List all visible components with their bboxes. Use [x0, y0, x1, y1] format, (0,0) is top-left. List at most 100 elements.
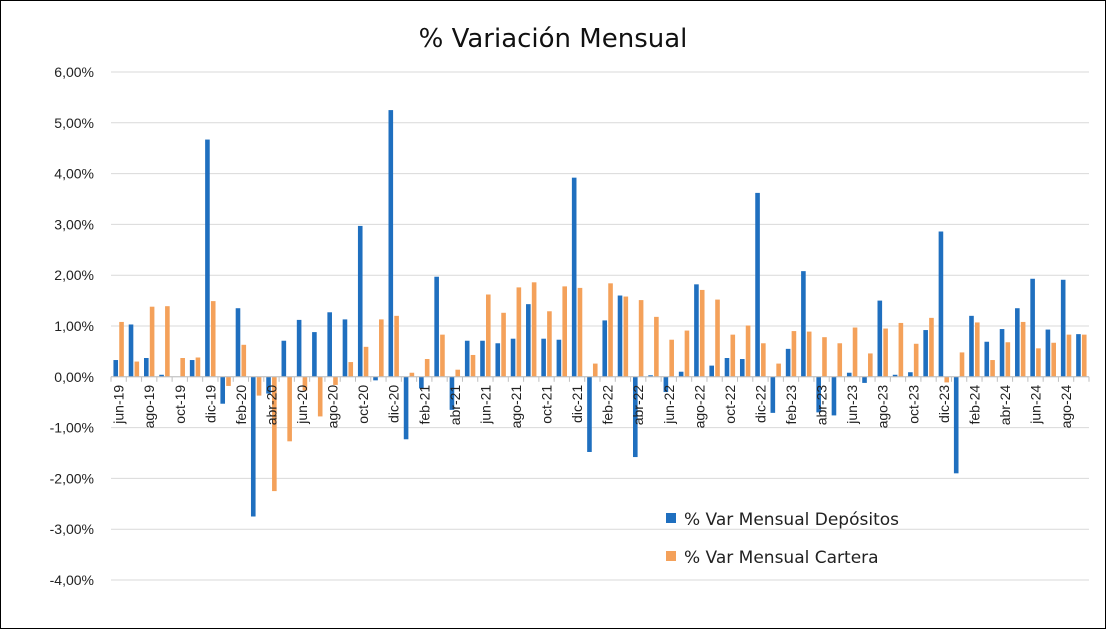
bar-depositos	[526, 304, 531, 377]
bar-depositos	[739, 359, 745, 377]
bar-cartera	[852, 327, 858, 377]
bar-cartera	[379, 319, 384, 377]
bar-depositos	[464, 340, 470, 377]
bar-cartera	[333, 376, 338, 385]
bar-cartera	[562, 286, 567, 377]
legend-label-depositos: % Var Mensual Depósitos	[684, 510, 899, 530]
y-tick-label: -4,00%	[50, 572, 94, 588]
x-tick-label: oct-22	[722, 385, 738, 424]
bar-cartera	[990, 360, 995, 377]
bar-depositos	[801, 271, 806, 377]
bar-depositos	[816, 376, 821, 413]
bar-depositos	[541, 338, 546, 377]
bar-depositos	[908, 372, 913, 377]
bar-cartera	[791, 331, 797, 377]
bar-depositos	[892, 374, 898, 377]
y-tick-label: -3,00%	[50, 521, 94, 537]
bar-depositos	[434, 276, 439, 377]
bar-depositos	[189, 360, 195, 377]
bar-depositos	[617, 295, 623, 377]
legend-swatch-depositos	[666, 513, 676, 523]
bar-cartera	[898, 322, 904, 377]
bar-depositos	[862, 376, 867, 383]
y-tick-label: 6,00%	[54, 64, 94, 80]
bar-cartera	[776, 363, 781, 377]
bar-cartera	[317, 376, 323, 417]
bar-depositos	[159, 374, 164, 377]
bar-cartera	[913, 343, 919, 377]
bar-depositos	[388, 110, 394, 377]
x-tick-label: feb-20	[233, 385, 249, 425]
bar-depositos	[969, 315, 974, 377]
y-tick-label: -2,00%	[50, 470, 94, 486]
bar-depositos	[785, 348, 791, 377]
bar-cartera	[837, 343, 843, 377]
bar-cartera	[455, 369, 461, 377]
bar-cartera	[577, 287, 583, 377]
x-tick-label: abr-24	[997, 385, 1013, 426]
bar-depositos	[633, 376, 638, 458]
x-tick-label: dic-20	[386, 385, 402, 423]
x-tick-label: jun-21	[477, 385, 493, 425]
bar-depositos	[250, 376, 256, 517]
bar-cartera	[883, 328, 888, 377]
bar-cartera	[669, 339, 674, 377]
bar-cartera	[959, 352, 965, 377]
bar-depositos	[480, 340, 485, 377]
x-tick-label: oct-19	[172, 385, 188, 424]
bars	[113, 110, 1087, 517]
bar-depositos	[938, 231, 944, 377]
bar-cartera	[868, 353, 873, 377]
bar-cartera	[134, 361, 140, 377]
bar-cartera	[547, 311, 552, 377]
legend: % Var Mensual Depósitos % Var Mensual Ca…	[666, 510, 899, 568]
bar-cartera	[654, 316, 659, 377]
bar-cartera	[608, 283, 613, 377]
bar-cartera	[1020, 321, 1026, 377]
y-tick-label: -1,00%	[50, 420, 94, 436]
bar-depositos	[755, 192, 760, 377]
bar-cartera	[272, 376, 277, 492]
bar-depositos	[724, 358, 730, 377]
bar-cartera	[638, 300, 644, 377]
bar-cartera	[761, 343, 766, 377]
bar-cartera	[256, 376, 262, 396]
bar-cartera	[195, 357, 201, 377]
bar-cartera	[974, 322, 980, 377]
bar-cartera	[1081, 334, 1087, 377]
bar-cartera	[745, 325, 751, 377]
x-tick-label: oct-20	[355, 385, 371, 424]
bar-depositos	[296, 319, 302, 377]
x-tick-label: ago-20	[325, 385, 341, 429]
bar-cartera	[929, 317, 934, 377]
x-tick-label: ago-19	[141, 385, 157, 429]
x-tick-label: abr-20	[263, 385, 279, 426]
x-tick-label: oct-21	[539, 385, 555, 424]
bar-depositos	[678, 371, 684, 377]
bar-cartera	[149, 306, 155, 377]
bar-cartera	[424, 359, 430, 377]
bar-cartera	[531, 282, 537, 377]
bar-depositos	[663, 376, 669, 393]
bar-depositos	[1045, 329, 1051, 377]
x-tick-label: feb-24	[966, 385, 982, 425]
bar-cartera	[180, 358, 185, 377]
bar-cartera	[363, 346, 369, 377]
bar-cartera	[516, 287, 522, 377]
bar-cartera	[806, 331, 812, 377]
bar-depositos	[846, 372, 852, 377]
bar-depositos	[648, 375, 653, 377]
bar-cartera	[715, 299, 720, 377]
bar-depositos	[144, 358, 149, 377]
chart-title: % Variación Mensual	[419, 24, 688, 54]
bar-depositos	[403, 376, 409, 440]
bar-cartera	[730, 334, 736, 377]
x-tick-label: abr-23	[814, 385, 830, 426]
x-tick-label: jun-20	[294, 385, 310, 425]
legend-label-cartera: % Var Mensual Cartera	[684, 548, 879, 568]
bar-depositos	[510, 338, 516, 377]
bar-depositos	[999, 329, 1005, 377]
bar-cartera	[1066, 334, 1072, 377]
